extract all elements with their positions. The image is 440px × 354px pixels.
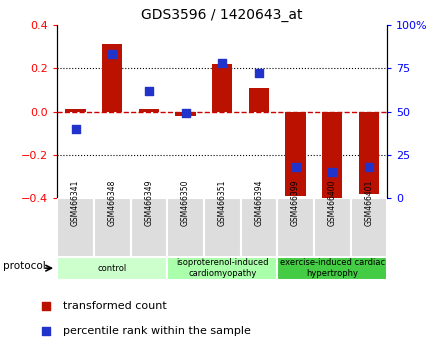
FancyBboxPatch shape: [241, 198, 277, 257]
Point: [292, 164, 299, 170]
FancyBboxPatch shape: [204, 198, 241, 257]
Bar: [359, 112, 379, 194]
Point: [109, 51, 116, 57]
Text: GSM466394: GSM466394: [254, 180, 264, 226]
Bar: [139, 109, 159, 112]
Text: isoproterenol-induced
cardiomyopathy: isoproterenol-induced cardiomyopathy: [176, 258, 268, 278]
Title: GDS3596 / 1420643_at: GDS3596 / 1420643_at: [141, 8, 303, 22]
Bar: [322, 112, 342, 200]
Bar: [286, 112, 306, 196]
Bar: [249, 88, 269, 112]
Point: [329, 170, 336, 175]
Text: percentile rank within the sample: percentile rank within the sample: [63, 326, 251, 336]
Point: [72, 126, 79, 132]
Text: GSM466348: GSM466348: [108, 180, 117, 226]
Bar: [102, 44, 122, 112]
Text: exercise-induced cardiac
hypertrophy: exercise-induced cardiac hypertrophy: [280, 258, 385, 278]
FancyBboxPatch shape: [277, 257, 387, 280]
Point: [182, 110, 189, 116]
Text: GSM466399: GSM466399: [291, 180, 300, 226]
FancyBboxPatch shape: [314, 198, 351, 257]
FancyBboxPatch shape: [57, 198, 94, 257]
Point: [145, 88, 152, 93]
Text: transformed count: transformed count: [63, 301, 167, 311]
FancyBboxPatch shape: [351, 198, 387, 257]
FancyBboxPatch shape: [167, 198, 204, 257]
Point: [42, 328, 49, 334]
Text: protocol: protocol: [3, 261, 46, 271]
FancyBboxPatch shape: [94, 198, 131, 257]
Bar: [176, 112, 196, 116]
Text: GSM466400: GSM466400: [328, 180, 337, 226]
Text: GSM466350: GSM466350: [181, 180, 190, 226]
FancyBboxPatch shape: [57, 257, 167, 280]
Point: [42, 303, 49, 309]
Text: GSM466341: GSM466341: [71, 180, 80, 226]
Text: GSM466351: GSM466351: [218, 180, 227, 226]
FancyBboxPatch shape: [131, 198, 167, 257]
FancyBboxPatch shape: [277, 198, 314, 257]
Point: [219, 60, 226, 66]
Text: GSM466349: GSM466349: [144, 180, 154, 226]
Bar: [66, 109, 86, 112]
FancyBboxPatch shape: [167, 257, 277, 280]
Bar: [212, 64, 232, 112]
Point: [255, 70, 262, 76]
Text: control: control: [98, 264, 127, 273]
Text: GSM466401: GSM466401: [364, 180, 374, 226]
Point: [365, 164, 372, 170]
